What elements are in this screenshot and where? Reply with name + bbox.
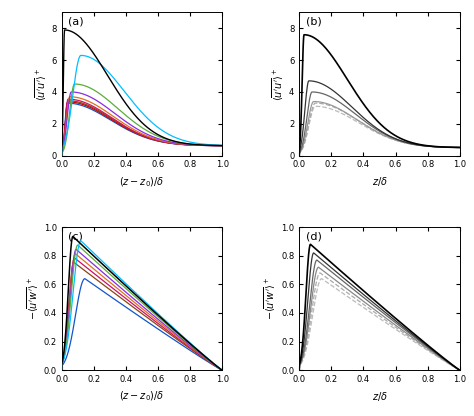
Text: (c): (c)	[68, 231, 83, 241]
X-axis label: $(z - z_0)/\delta$: $(z - z_0)/\delta$	[119, 390, 164, 403]
Text: (d): (d)	[306, 231, 321, 241]
Y-axis label: $-\langle \overline{u'w'} \rangle^+$: $-\langle \overline{u'w'} \rangle^+$	[26, 277, 41, 320]
X-axis label: $z/\delta$: $z/\delta$	[372, 175, 387, 188]
Y-axis label: $\langle \overline{u'u'} \rangle^+$: $\langle \overline{u'u'} \rangle^+$	[34, 67, 49, 101]
Y-axis label: $\langle \overline{u'u'} \rangle^+$: $\langle \overline{u'u'} \rangle^+$	[271, 67, 286, 101]
Text: (a): (a)	[68, 17, 84, 27]
Y-axis label: $-\langle \overline{u'w'} \rangle^+$: $-\langle \overline{u'w'} \rangle^+$	[263, 277, 278, 320]
X-axis label: $z/\delta$: $z/\delta$	[372, 390, 387, 403]
X-axis label: $(z - z_0)/\delta$: $(z - z_0)/\delta$	[119, 175, 164, 188]
Text: (b): (b)	[306, 17, 321, 27]
